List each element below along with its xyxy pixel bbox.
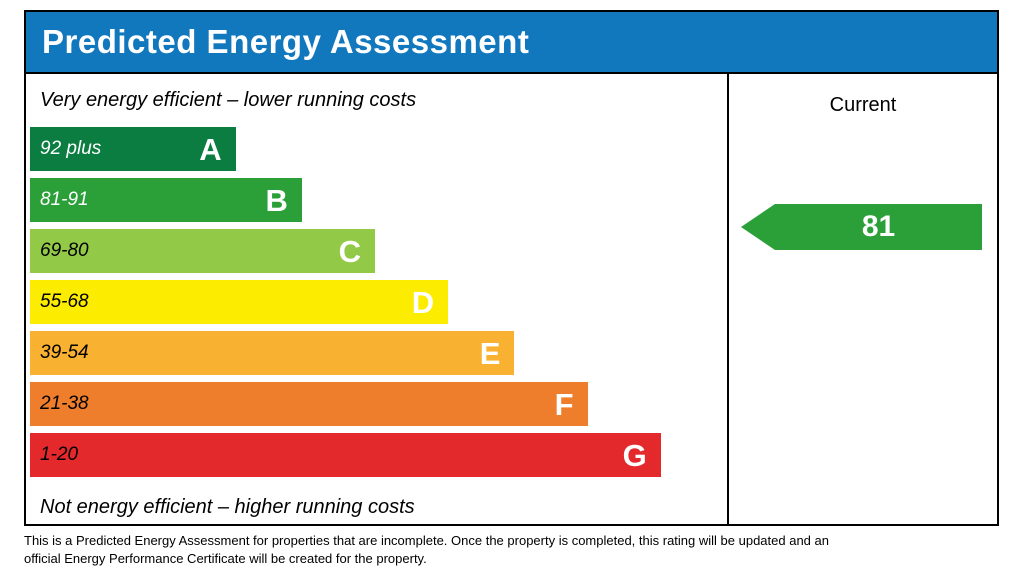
band-letter-label: F [554,386,574,422]
band-row: 92 plus A [30,127,727,171]
band-range-label: 39-54 [40,342,89,363]
band-range-label: 69-80 [40,240,89,261]
band-bar: 21-38 F [30,382,588,426]
title-bar: Predicted Energy Assessment [26,12,997,74]
band-range-label: 81-91 [40,189,89,210]
band-letter-label: A [199,131,222,167]
band-letter-label: G [622,437,647,473]
band-row: 39-54 E [30,331,727,375]
current-rating-arrow: 81 [741,204,982,250]
band-bar: 92 plus A [30,127,236,171]
band-bar: 1-20 G [30,433,661,477]
band-letter-label: B [265,182,288,218]
band-row: 21-38 F [30,382,727,426]
band-range-label: 1-20 [40,444,79,465]
band-bar: 55-68 D [30,280,449,324]
current-rating-column: Current 81 [729,74,997,524]
band-letter-label: C [338,233,361,269]
rating-bands-column: Very energy efficient – lower running co… [26,74,729,524]
band-row: 55-68 D [30,280,727,324]
band-bar: 39-54 E [30,331,515,375]
bands: 92 plus A 81-91 B 69-80 C 55-68 D 39-54 … [26,127,727,484]
band-bar: 81-91 B [30,178,302,222]
band-letter-label: D [411,284,435,320]
energy-assessment-panel: Predicted Energy Assessment Very energy … [24,10,999,526]
current-rating-value: 81 [775,204,982,250]
band-row: 1-20 G [30,433,727,477]
band-row: 81-91 B [30,178,727,222]
band-row: 69-80 C [30,229,727,273]
band-range-label: 55-68 [40,291,89,312]
current-column-header: Current [829,94,897,116]
band-range-label: 21-38 [40,393,89,414]
band-letter-label: E [479,335,501,371]
band-bar: 69-80 C [30,229,375,273]
energy-rating-chart: Very energy efficient – lower running co… [26,74,997,524]
page-title: Predicted Energy Assessment [42,23,530,60]
band-range-label: 92 plus [40,138,102,159]
bottom-efficiency-label: Not energy efficient – higher running co… [40,495,415,518]
arrow-left-point-icon [741,204,775,250]
disclaimer-text: This is a Predicted Energy Assessment fo… [24,533,829,567]
top-efficiency-label: Very energy efficient – lower running co… [40,89,417,111]
